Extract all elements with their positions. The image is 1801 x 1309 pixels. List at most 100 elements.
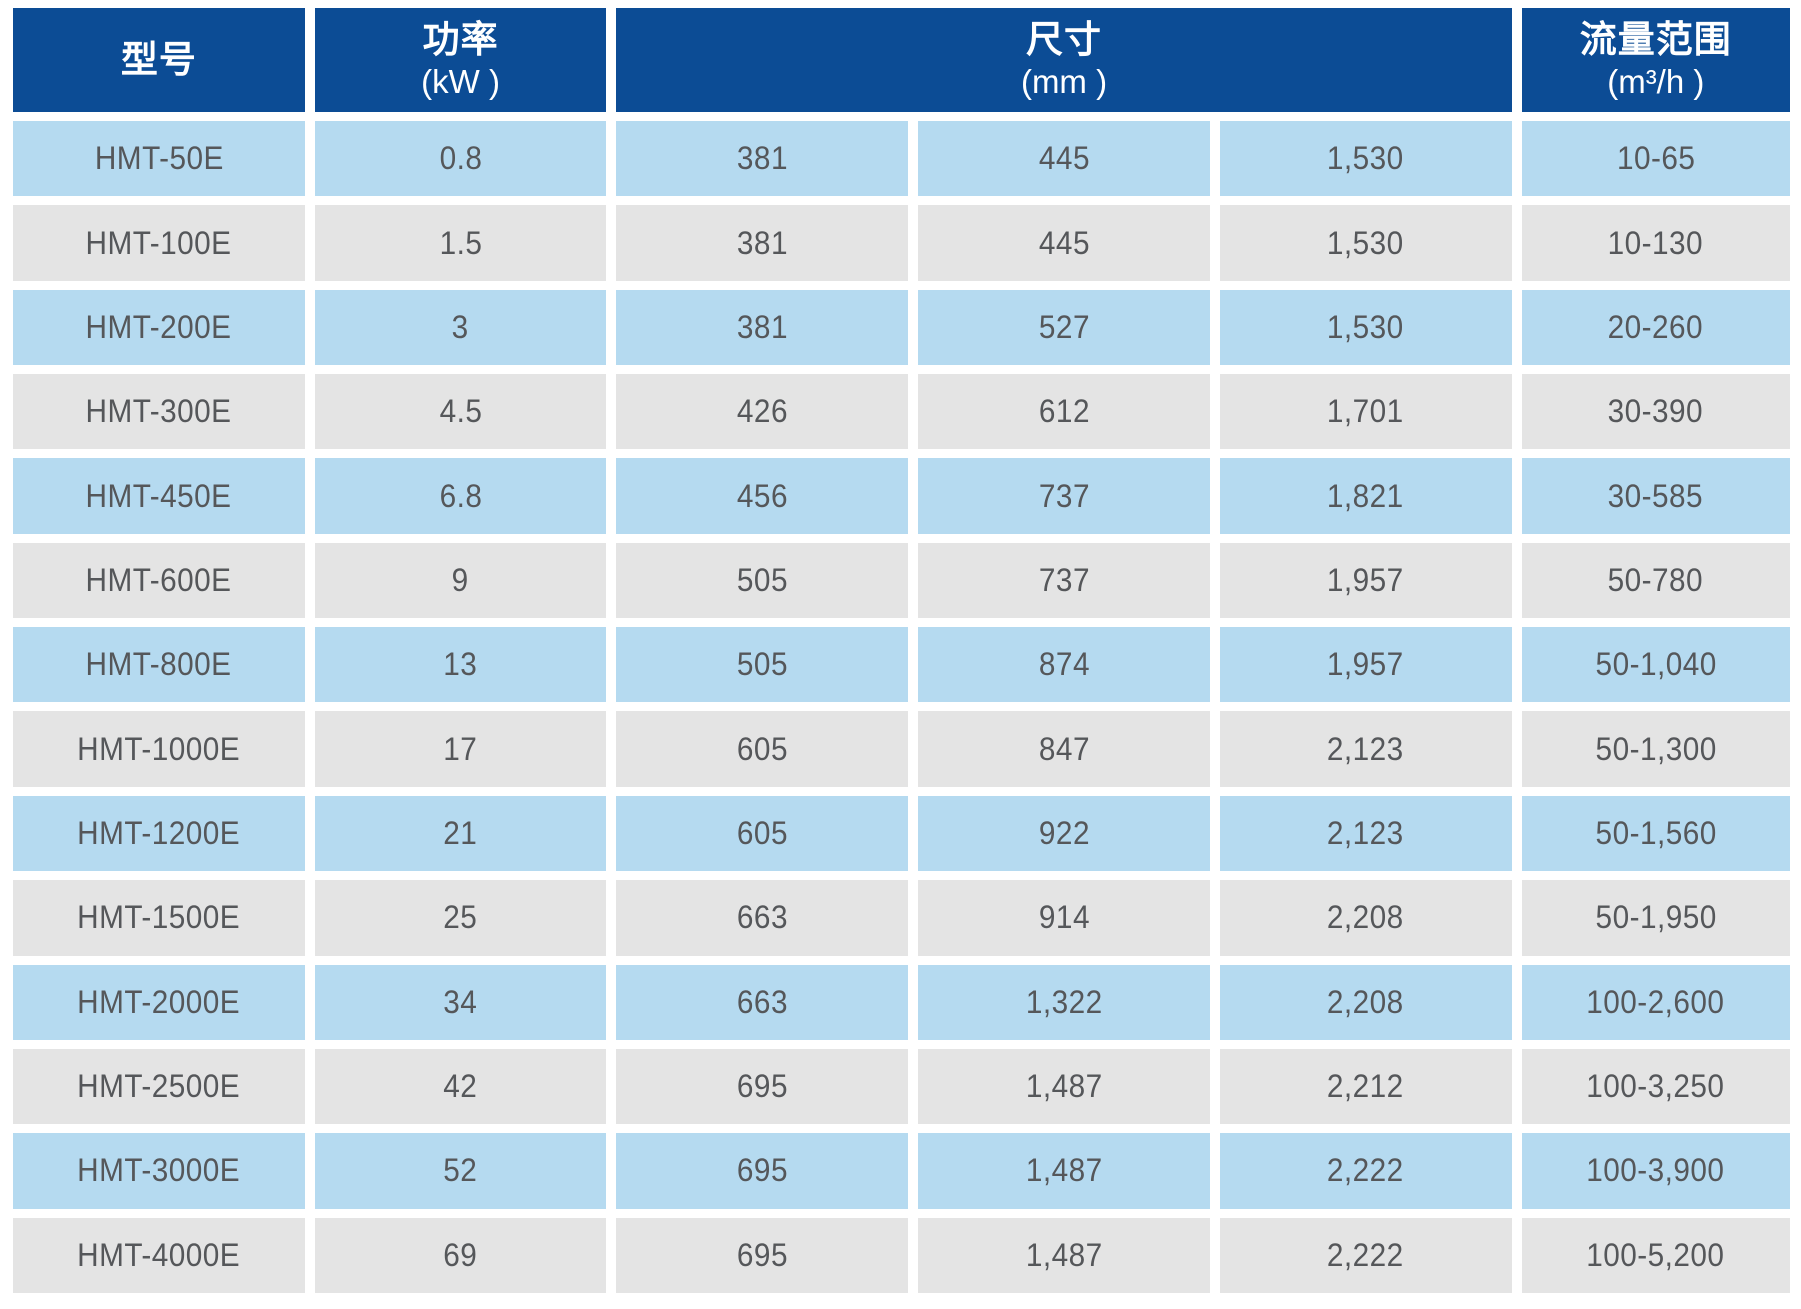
cell-flow-range: 30-390 bbox=[1521, 374, 1790, 450]
cell-dim-mm-text: 505 bbox=[736, 561, 788, 598]
cell-dim-mm: 737 bbox=[918, 542, 1210, 619]
cell-power-kw: 13 bbox=[314, 627, 607, 703]
cell-power-kw: 52 bbox=[314, 1133, 607, 1209]
cell-dim-mm-text: 737 bbox=[1038, 477, 1090, 514]
cell-dim-mm-text: 1,957 bbox=[1327, 646, 1405, 683]
cell-dim-mm: 1,957 bbox=[1219, 542, 1512, 619]
cell-dim-mm-text: 505 bbox=[736, 646, 788, 683]
cell-power-kw: 34 bbox=[314, 964, 607, 1040]
cell-model-text: HMT-1500E bbox=[77, 899, 241, 936]
cell-model-text: HMT-2000E bbox=[77, 983, 241, 1020]
cell-power-kw-text: 3 bbox=[452, 308, 470, 345]
cell-dim-mm-text: 737 bbox=[1038, 561, 1090, 598]
cell-dim-mm: 1,821 bbox=[1219, 458, 1512, 534]
cell-dim-mm-text: 1,701 bbox=[1327, 393, 1405, 430]
cell-model-text: HMT-2500E bbox=[77, 1068, 241, 1105]
cell-flow-range: 30-585 bbox=[1521, 458, 1790, 534]
cell-power-kw: 6.8 bbox=[314, 458, 607, 534]
cell-power-kw-text: 42 bbox=[443, 1068, 478, 1105]
cell-model-text: HMT-100E bbox=[85, 224, 232, 261]
cell-power-kw: 1.5 bbox=[314, 205, 607, 281]
cell-flow-range: 50-780 bbox=[1521, 542, 1790, 619]
cell-flow-range: 100-2,600 bbox=[1521, 964, 1790, 1040]
cell-dim-mm: 527 bbox=[918, 289, 1210, 366]
cell-dim-mm: 605 bbox=[616, 711, 909, 787]
cell-power-kw-text: 34 bbox=[443, 983, 478, 1020]
cell-power-kw-text: 17 bbox=[443, 730, 478, 767]
cell-model: HMT-2500E bbox=[13, 1048, 305, 1125]
cell-dim-mm-text: 922 bbox=[1038, 815, 1090, 852]
cell-dim-mm-text: 914 bbox=[1038, 899, 1090, 936]
cell-dim-mm: 663 bbox=[616, 880, 909, 956]
cell-model: HMT-2000E bbox=[13, 964, 305, 1040]
cell-power-kw: 4.5 bbox=[314, 374, 607, 450]
cell-dim-mm-text: 527 bbox=[1038, 308, 1090, 345]
cell-model-text: HMT-50E bbox=[94, 140, 224, 177]
cell-dim-mm: 1,530 bbox=[1219, 205, 1512, 281]
cell-flow-range: 100-5,200 bbox=[1521, 1217, 1790, 1293]
cell-flow-range: 10-130 bbox=[1521, 205, 1790, 281]
cell-model-text: HMT-300E bbox=[85, 393, 232, 430]
header-power-unit: (kW ) bbox=[421, 63, 500, 100]
header-dimensions: 尺寸 (mm ) bbox=[616, 8, 1512, 112]
cell-dim-mm-text: 2,222 bbox=[1327, 1152, 1405, 1189]
cell-power-kw-text: 6.8 bbox=[439, 477, 482, 514]
cell-model: HMT-450E bbox=[13, 458, 305, 534]
cell-dim-mm: 2,212 bbox=[1219, 1048, 1512, 1125]
cell-dim-mm: 381 bbox=[616, 289, 909, 366]
cell-dim-mm: 456 bbox=[616, 458, 909, 534]
cell-power-kw: 9 bbox=[314, 542, 607, 619]
cell-model-text: HMT-450E bbox=[85, 477, 232, 514]
cell-dim-mm-text: 445 bbox=[1038, 140, 1090, 177]
cell-dim-mm-text: 2,123 bbox=[1327, 730, 1405, 767]
cell-power-kw-text: 21 bbox=[443, 815, 478, 852]
cell-dim-mm: 605 bbox=[616, 795, 909, 872]
cell-power-kw-text: 52 bbox=[443, 1152, 478, 1189]
cell-dim-mm-text: 426 bbox=[736, 393, 788, 430]
cell-dim-mm: 914 bbox=[918, 880, 1210, 956]
header-dimensions-unit: (mm ) bbox=[1020, 63, 1108, 100]
cell-dim-mm: 505 bbox=[616, 542, 909, 619]
cell-flow-range-text: 100-2,600 bbox=[1586, 983, 1725, 1020]
cell-dim-mm-text: 381 bbox=[736, 308, 788, 345]
cell-dim-mm-text: 445 bbox=[1038, 224, 1090, 261]
cell-dim-mm: 2,208 bbox=[1219, 880, 1512, 956]
cell-model: HMT-4000E bbox=[13, 1217, 305, 1293]
cell-dim-mm: 381 bbox=[616, 205, 909, 281]
header-model: 型号 bbox=[13, 8, 305, 112]
cell-flow-range-text: 100-3,250 bbox=[1586, 1068, 1725, 1105]
cell-dim-mm: 2,222 bbox=[1219, 1217, 1512, 1293]
cell-flow-range: 100-3,900 bbox=[1521, 1133, 1790, 1209]
header-flow-range-title: 流量范围 bbox=[1579, 19, 1732, 60]
cell-dim-mm: 874 bbox=[918, 627, 1210, 703]
cell-model: HMT-100E bbox=[13, 205, 305, 281]
cell-power-kw-text: 25 bbox=[443, 899, 478, 936]
header-flow-range-unit: (m³/h ) bbox=[1607, 63, 1705, 100]
cell-dim-mm: 2,123 bbox=[1219, 711, 1512, 787]
cell-dim-mm: 1,701 bbox=[1219, 374, 1512, 450]
cell-dim-mm: 737 bbox=[918, 458, 1210, 534]
cell-dim-mm: 505 bbox=[616, 627, 909, 703]
cell-dim-mm-text: 612 bbox=[1038, 393, 1090, 430]
cell-model-text: HMT-3000E bbox=[77, 1152, 241, 1189]
cell-dim-mm: 1,487 bbox=[918, 1048, 1210, 1125]
cell-flow-range: 50-1,950 bbox=[1521, 880, 1790, 956]
cell-model: HMT-300E bbox=[13, 374, 305, 450]
cell-dim-mm-text: 874 bbox=[1038, 646, 1090, 683]
cell-dim-mm-text: 663 bbox=[736, 983, 788, 1020]
cell-dim-mm-text: 605 bbox=[736, 730, 788, 767]
cell-dim-mm: 445 bbox=[918, 121, 1210, 197]
cell-power-kw: 3 bbox=[314, 289, 607, 366]
cell-model-text: HMT-600E bbox=[85, 561, 232, 598]
cell-dim-mm-text: 1,957 bbox=[1327, 561, 1405, 598]
cell-dim-mm-text: 1,487 bbox=[1025, 1152, 1103, 1189]
cell-dim-mm: 1,487 bbox=[918, 1133, 1210, 1209]
cell-flow-range-text: 100-5,200 bbox=[1586, 1236, 1725, 1273]
cell-model: HMT-3000E bbox=[13, 1133, 305, 1209]
cell-dim-mm: 695 bbox=[616, 1048, 909, 1125]
cell-dim-mm-text: 695 bbox=[736, 1068, 788, 1105]
cell-dim-mm: 847 bbox=[918, 711, 1210, 787]
cell-power-kw: 0.8 bbox=[314, 121, 607, 197]
cell-flow-range-text: 50-1,040 bbox=[1595, 646, 1717, 683]
cell-model-text: HMT-800E bbox=[85, 646, 232, 683]
